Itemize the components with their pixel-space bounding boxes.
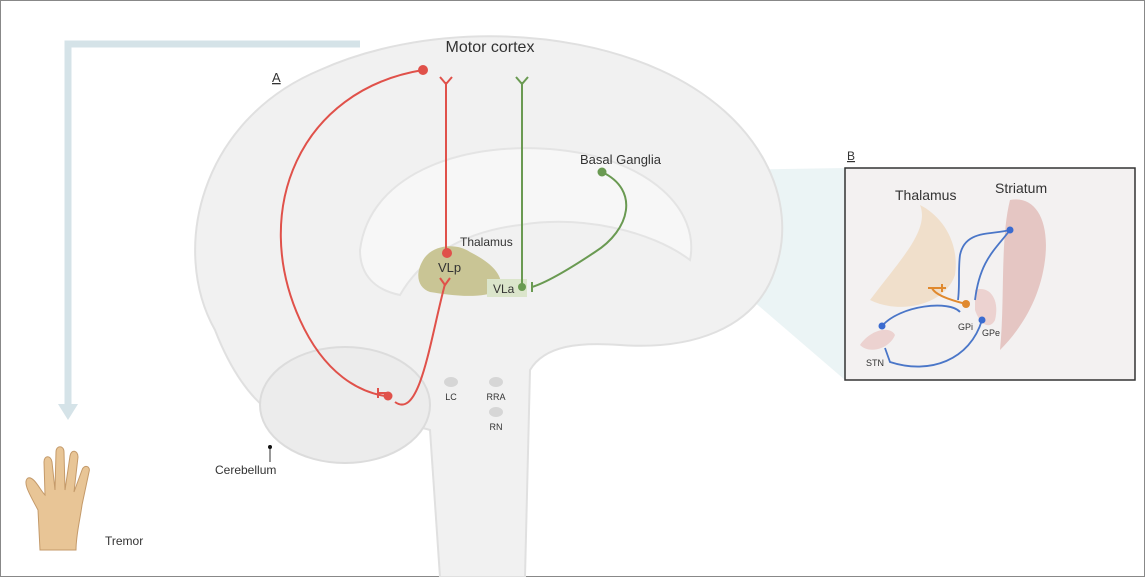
label: Tremor <box>105 534 143 548</box>
neuron <box>418 65 428 75</box>
neuron <box>962 300 970 308</box>
neuron <box>879 323 886 330</box>
label: RN <box>490 422 503 432</box>
panel-label: A <box>272 70 281 85</box>
label: Basal Ganglia <box>580 152 662 167</box>
label: VLa <box>493 282 515 296</box>
title: Motor cortex <box>446 39 535 56</box>
neuron <box>598 168 607 177</box>
label: LC <box>445 392 457 402</box>
neuron <box>442 248 452 258</box>
nucleus <box>489 377 503 387</box>
label: RRA <box>486 392 505 402</box>
label: STN <box>866 358 884 368</box>
nucleus <box>489 407 503 417</box>
leader-dot <box>268 445 272 449</box>
neuron <box>1007 227 1014 234</box>
label: GPi <box>958 322 973 332</box>
inset <box>845 168 1135 380</box>
nucleus <box>444 377 458 387</box>
label: GPe <box>982 328 1000 338</box>
figure: Motor cortex A Basal Ganglia Thalamus VL… <box>0 0 1145 577</box>
label: VLp <box>438 260 461 275</box>
neuron <box>979 317 986 324</box>
label: Thalamus <box>895 187 956 203</box>
neuron <box>518 283 526 291</box>
label: Thalamus <box>460 235 513 249</box>
panel-label: B <box>847 149 855 163</box>
label: Cerebellum <box>215 463 276 477</box>
label: Striatum <box>995 180 1047 196</box>
neuron <box>384 392 393 401</box>
